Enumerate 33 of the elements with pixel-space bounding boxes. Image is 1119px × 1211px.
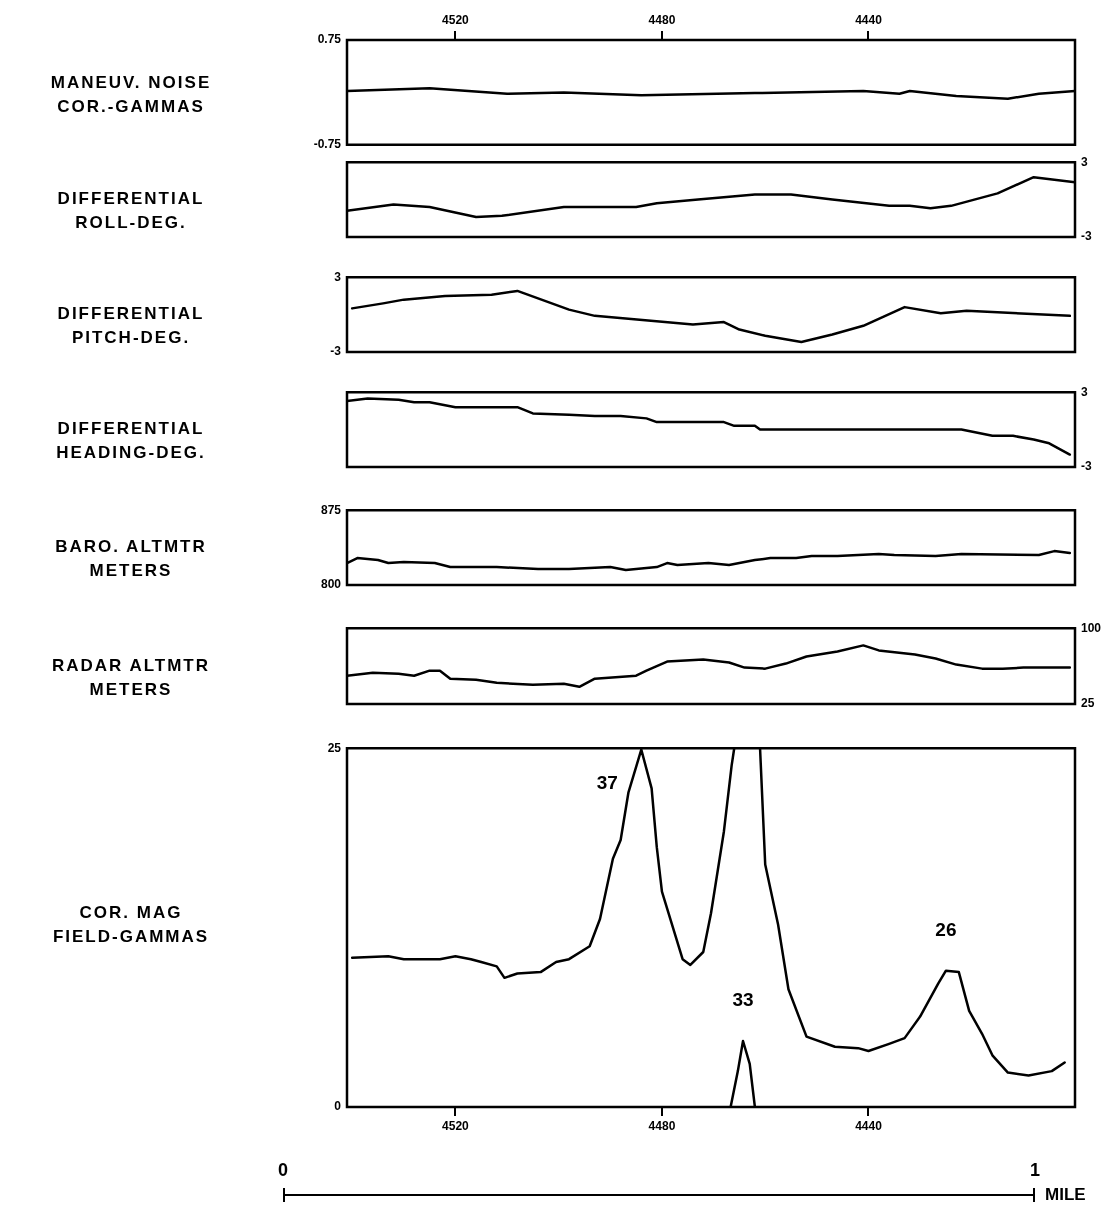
x-tick-label: 4440 bbox=[855, 13, 883, 28]
y2-tick-label: -3 bbox=[1081, 229, 1092, 244]
annotation: 37 bbox=[596, 771, 618, 793]
x-tick-label: 4520 bbox=[442, 13, 470, 28]
x-tick-label: 4520 bbox=[442, 1118, 470, 1133]
annotation: 26 bbox=[935, 918, 957, 940]
y2-tick-label: 100 bbox=[1081, 620, 1102, 635]
y-tick-label: 3 bbox=[334, 269, 342, 284]
annotation: 33 bbox=[732, 989, 754, 1011]
y-tick-label: -0.75 bbox=[313, 137, 342, 152]
y-axis-title: DIFFERENTIAL PITCH-DEG. bbox=[56, 303, 206, 349]
y-tick-label: 0.75 bbox=[317, 32, 342, 47]
y2-tick-label: 25 bbox=[1081, 696, 1095, 711]
text: 0 bbox=[277, 1160, 289, 1181]
x-tick-label: 4480 bbox=[648, 13, 676, 28]
y-axis-title: BARO. ALTMTR METERS bbox=[54, 536, 208, 582]
y-tick-label: 0 bbox=[334, 1099, 342, 1114]
x-tick-label: 4440 bbox=[855, 1118, 883, 1133]
x-tick-label: 4480 bbox=[648, 1118, 676, 1133]
y-tick-label: -3 bbox=[330, 344, 342, 359]
y-axis-title: DIFFERENTIAL HEADING-DEG. bbox=[55, 418, 207, 464]
y-axis-title: MANEUV. NOISE COR.-GAMMAS bbox=[49, 72, 213, 118]
y-tick-label: 800 bbox=[320, 577, 342, 592]
text: 1 bbox=[1029, 1160, 1041, 1181]
y2-tick-label: -3 bbox=[1081, 459, 1092, 474]
y-tick-label: 25 bbox=[327, 740, 342, 755]
y-axis-title: RADAR ALTMTR METERS bbox=[50, 654, 212, 701]
y2-tick-label: 3 bbox=[1081, 384, 1088, 399]
y2-tick-label: 3 bbox=[1081, 154, 1088, 169]
text: MILE bbox=[1045, 1185, 1086, 1205]
y-axis-title: COR. MAG FIELD-GAMMAS bbox=[51, 902, 211, 948]
y-tick-label: 875 bbox=[320, 502, 342, 517]
y-axis-title: DIFFERENTIAL ROLL-DEG. bbox=[56, 188, 206, 234]
